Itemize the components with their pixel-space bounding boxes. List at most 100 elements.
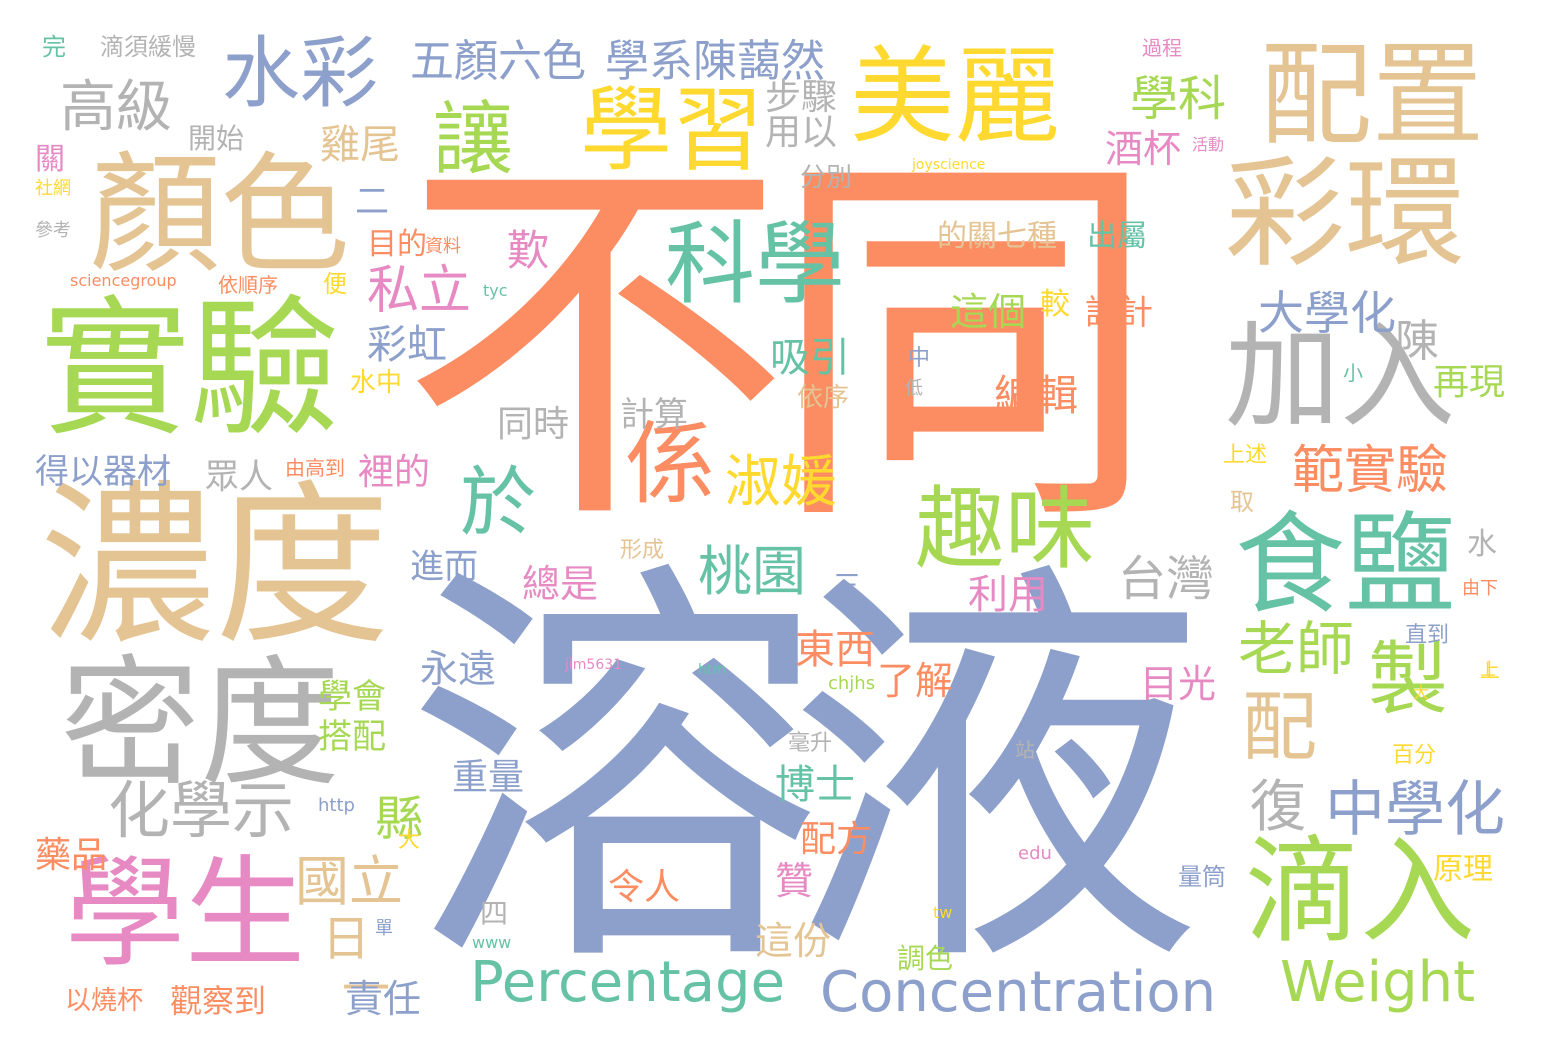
- word: 取: [1230, 488, 1254, 516]
- word: jim5631: [565, 657, 623, 673]
- word: 讓: [433, 93, 513, 186]
- word: 設計: [1085, 293, 1153, 333]
- word: 依序: [797, 383, 850, 413]
- word: 顏色: [90, 139, 351, 291]
- word: 大: [1413, 683, 1430, 702]
- word: 水彩: [222, 29, 379, 119]
- word: 便: [323, 270, 347, 298]
- word: 利用: [968, 572, 1048, 618]
- word: 的關七種: [937, 219, 1057, 254]
- word: 陳: [1395, 316, 1439, 367]
- word: 桃園: [698, 540, 806, 603]
- word: 滴須緩慢: [100, 33, 196, 61]
- word: tw: [933, 903, 953, 922]
- word: 目的: [367, 227, 427, 262]
- word: 資料: [425, 236, 461, 257]
- word: 大: [398, 828, 421, 853]
- word: 以燒杯: [65, 986, 144, 1016]
- word: 彩虹: [367, 322, 447, 368]
- word: 上: [1480, 660, 1497, 679]
- word: 進而: [410, 547, 478, 587]
- word: 三: [833, 569, 862, 602]
- word: 私立: [367, 261, 472, 321]
- word: 趣味: [915, 477, 1095, 582]
- word: 由高到: [285, 456, 345, 480]
- word: 中: [908, 346, 931, 371]
- word: 關: [35, 142, 65, 177]
- word: 化學示: [108, 774, 295, 847]
- word: www: [472, 933, 512, 952]
- word: 活動: [1192, 135, 1225, 154]
- word: 學科: [1130, 71, 1227, 127]
- word: 水: [1467, 527, 1497, 562]
- word: 調色: [897, 942, 954, 975]
- word: 範實驗: [1292, 441, 1449, 501]
- word: 上述: [1223, 443, 1268, 468]
- word: 目光: [1140, 662, 1217, 706]
- word: 博士: [775, 762, 855, 808]
- word: sciencegroup: [70, 271, 177, 290]
- word: 彩環: [1225, 145, 1465, 284]
- word: 參考: [35, 220, 71, 241]
- word: 淑媛: [725, 450, 837, 515]
- word: 配方: [800, 819, 873, 860]
- word: chjhs: [828, 673, 876, 694]
- word: 過程: [1142, 36, 1182, 60]
- word: 總是: [522, 562, 599, 606]
- word: 配: [1242, 683, 1318, 771]
- word: 較: [1040, 287, 1070, 322]
- word: 贊: [775, 859, 814, 903]
- word: 四: [480, 897, 509, 930]
- word: 係: [625, 412, 715, 517]
- word: 同時: [497, 404, 570, 445]
- word: 完: [42, 33, 66, 61]
- word: 重量: [452, 757, 525, 798]
- word: 這份: [755, 919, 832, 963]
- word: 上: [1480, 658, 1500, 682]
- word: 依順序: [218, 273, 278, 297]
- word: 分別: [800, 163, 853, 193]
- word: 責任: [345, 977, 422, 1021]
- word: 永遠: [420, 647, 497, 691]
- word: 密度: [60, 643, 341, 806]
- word: http: [318, 795, 355, 816]
- word: 五顏六色: [410, 36, 586, 87]
- word: 編輯: [994, 371, 1079, 420]
- word: edu: [1018, 843, 1052, 864]
- word: 原理: [1433, 852, 1493, 887]
- word: 再現: [1433, 362, 1506, 403]
- word: 觀察到: [170, 982, 267, 1020]
- word: 歎: [507, 226, 550, 275]
- word: 出屬: [1087, 219, 1147, 254]
- word: 濃度: [40, 466, 390, 669]
- word: 站: [1015, 738, 1035, 762]
- word: 酒杯: [1105, 127, 1182, 171]
- word: 量筒: [1178, 863, 1226, 891]
- word: 得以器材: [35, 452, 171, 492]
- word: 這個: [950, 290, 1027, 334]
- word: htm: [698, 662, 726, 678]
- word: 科學: [665, 212, 845, 317]
- word: 由下: [1462, 578, 1498, 599]
- word: 小: [1343, 361, 1363, 385]
- word: 縣: [375, 791, 424, 847]
- word: 步驟: [765, 77, 838, 118]
- word: 老師: [1238, 615, 1355, 683]
- word: 學會: [318, 677, 386, 717]
- word: 加入: [1225, 310, 1456, 444]
- word: 中學化: [1325, 775, 1505, 845]
- word: 配置: [1260, 31, 1484, 161]
- word: 雞尾: [320, 122, 400, 168]
- word: 不同: [400, 118, 1160, 572]
- word: 學系陳藹然: [605, 36, 825, 87]
- word: 滴入: [1245, 825, 1476, 959]
- word: 低: [905, 378, 923, 399]
- word: 溶液: [405, 530, 1205, 1019]
- word: tyc: [483, 281, 508, 300]
- word: 高級: [60, 75, 172, 140]
- word: 藥品: [35, 835, 108, 876]
- word: Weight: [1280, 950, 1476, 1015]
- word: 裡的: [358, 452, 431, 493]
- word: 實驗: [40, 283, 341, 457]
